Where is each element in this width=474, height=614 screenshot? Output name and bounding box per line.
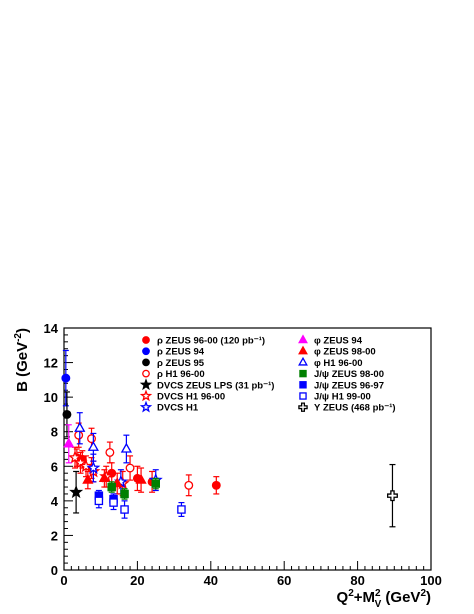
x-tick-label: 0 <box>60 573 67 588</box>
legend-label: DVCS ZEUS LPS (31 pb⁻¹) <box>157 380 274 391</box>
y-tick-label: 12 <box>44 356 58 371</box>
y-tick-label: 14 <box>44 321 59 336</box>
data-point <box>94 496 104 506</box>
data-point <box>61 373 71 383</box>
data-point <box>68 450 82 464</box>
legend-marker <box>298 356 308 366</box>
data-point <box>74 421 86 432</box>
data-point <box>387 490 398 502</box>
legend-label: J/ψ ZEUS 96-97 <box>314 380 384 391</box>
y-tick-label: 2 <box>51 528 58 543</box>
legend-marker <box>298 334 308 344</box>
legend-marker <box>299 369 307 378</box>
data-point <box>211 480 221 490</box>
data-point <box>63 437 75 448</box>
legend-marker <box>139 378 153 391</box>
data-point <box>87 440 99 451</box>
legend-marker <box>139 400 153 413</box>
legend-marker <box>139 389 153 402</box>
data-point <box>105 448 115 457</box>
data-point <box>98 472 110 483</box>
data-point <box>120 442 133 453</box>
legend-label: J/ψ H1 99-00 <box>314 392 371 403</box>
y-tick-label: 0 <box>51 563 58 578</box>
plot-frame <box>63 327 432 571</box>
data-point <box>120 505 129 514</box>
x-axis: 0 20 40 60 80 100 <box>60 561 442 588</box>
y-tick-label: 10 <box>44 390 58 405</box>
legend-label: ρ ZEUS 94 <box>157 347 205 358</box>
data-point <box>135 473 147 484</box>
legend-label: ρ ZEUS 95 <box>157 358 205 369</box>
x-tick-label: 40 <box>204 573 218 588</box>
legend-label: ρ H1 96-00 <box>157 369 205 380</box>
legend-marker <box>142 358 150 367</box>
legend-label: φ ZEUS 98-00 <box>314 347 376 358</box>
legend-marker <box>142 347 150 356</box>
data-point <box>82 473 94 484</box>
x-tick-label: 80 <box>350 573 364 588</box>
legend-label: φ H1 96-00 <box>314 358 363 369</box>
y-tick-label: 4 <box>51 494 59 509</box>
legend-marker <box>299 381 307 389</box>
legend-marker <box>298 402 308 412</box>
data-point <box>120 489 129 499</box>
data-point <box>177 505 186 514</box>
data-point <box>74 430 84 440</box>
legend-marker <box>142 369 150 378</box>
y-tick-label: 8 <box>51 425 58 440</box>
data-point <box>109 498 118 507</box>
legend-label: φ ZEUS 94 <box>314 336 363 347</box>
x-tick-label: 20 <box>130 573 144 588</box>
y-tick-label: 6 <box>51 459 58 474</box>
data-point <box>107 482 116 492</box>
data-point <box>125 463 135 473</box>
legend: ρ ZEUS 96-00 (120 pb⁻¹)ρ ZEUS 94ρ ZEUS 9… <box>139 334 396 414</box>
x-tick-label: 60 <box>277 573 291 588</box>
data-point <box>86 460 101 474</box>
legend-label: J/ψ ZEUS 98-00 <box>314 369 384 380</box>
legend-label: DVCS H1 <box>157 403 199 414</box>
data-point <box>62 409 72 419</box>
data-point <box>69 484 84 499</box>
legend-label: Υ ZEUS (468 pb⁻¹) <box>314 403 396 414</box>
data-point <box>151 479 160 488</box>
data-point <box>87 434 96 444</box>
data-point <box>184 480 194 490</box>
x-tick-label: 100 <box>420 573 442 588</box>
legend-marker <box>299 392 307 400</box>
legend-marker <box>142 336 150 344</box>
legend-label: ρ ZEUS 96-00 (120 pb⁻¹) <box>157 336 265 347</box>
legend-label: DVCS H1 96-00 <box>157 392 225 403</box>
legend-marker <box>298 345 308 355</box>
data-points <box>61 349 398 528</box>
x-axis-label: Q2+M2 V (GeV2) <box>337 588 431 610</box>
data-point <box>79 458 94 473</box>
y-axis-label: B (GeV-2) <box>13 328 31 392</box>
